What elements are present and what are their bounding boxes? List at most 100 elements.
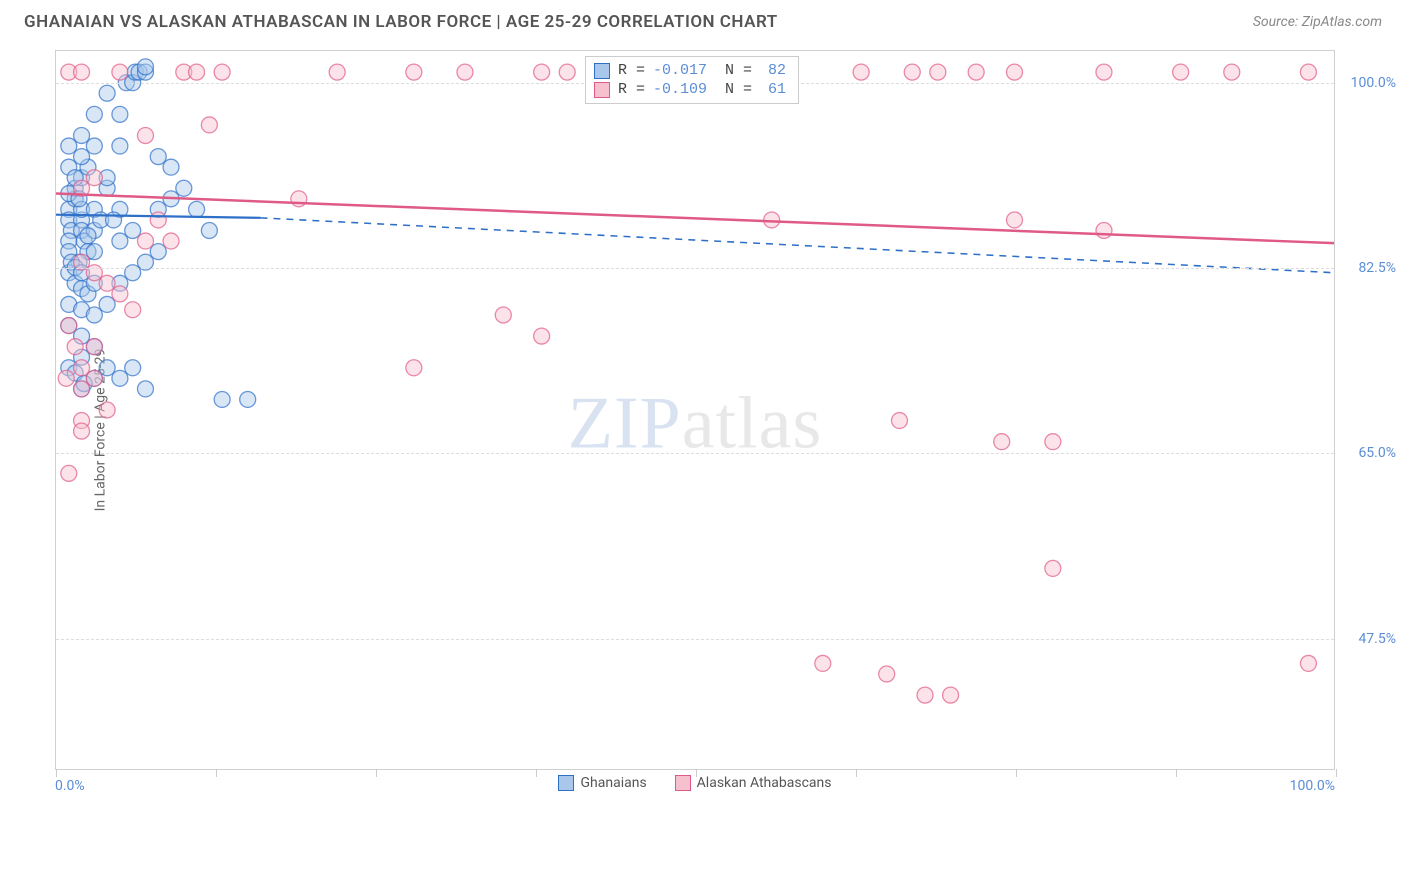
data-point — [125, 360, 141, 376]
data-point — [137, 381, 153, 397]
data-point — [1045, 560, 1061, 576]
data-point — [99, 360, 115, 376]
gridline — [56, 268, 1334, 269]
data-point — [74, 64, 90, 80]
data-point — [99, 85, 115, 101]
data-point — [112, 106, 128, 122]
data-point — [163, 159, 179, 175]
data-point — [406, 64, 422, 80]
data-point — [106, 212, 122, 228]
data-point — [74, 423, 90, 439]
data-point — [137, 233, 153, 249]
data-point — [457, 64, 473, 80]
data-point — [406, 360, 422, 376]
data-point — [112, 370, 128, 386]
y-tick-label: 65.0% — [1340, 445, 1396, 461]
data-point — [86, 244, 102, 260]
data-point — [534, 328, 550, 344]
data-point — [1224, 64, 1240, 80]
data-point — [125, 223, 141, 239]
data-point — [559, 64, 575, 80]
data-point — [495, 307, 511, 323]
legend-swatch — [594, 63, 610, 79]
correlation-legend-row: R =-0.017N =82 — [594, 61, 786, 80]
data-point — [99, 296, 115, 312]
correlation-legend-row: R =-0.109N =61 — [594, 80, 786, 99]
gridline — [56, 639, 1334, 640]
series-legend-item: Alaskan Athabascans — [675, 775, 832, 791]
data-point — [534, 64, 550, 80]
data-point — [86, 170, 102, 186]
y-tick-label: 100.0% — [1340, 75, 1396, 91]
y-tick-label: 82.5% — [1340, 260, 1396, 276]
data-point — [99, 402, 115, 418]
data-point — [1096, 64, 1112, 80]
data-point — [891, 413, 907, 429]
series-legend: Ghanaians Alaskan Athabascans — [55, 775, 1335, 791]
data-point — [80, 228, 96, 244]
data-point — [1045, 434, 1061, 450]
data-point — [86, 106, 102, 122]
series-legend-label: Ghanaians — [580, 775, 646, 791]
data-point — [61, 318, 77, 334]
plot-area: ZIPatlas 47.5%65.0%82.5%100.0% — [55, 50, 1335, 770]
data-point — [112, 286, 128, 302]
data-point — [125, 302, 141, 318]
chart-area: In Labor Force | Age 25-29 ZIPatlas 47.5… — [55, 50, 1375, 810]
series-legend-item: Ghanaians — [558, 775, 646, 791]
data-point — [150, 212, 166, 228]
data-point — [86, 339, 102, 355]
data-point — [1007, 64, 1023, 80]
data-point — [917, 687, 933, 703]
data-point — [86, 370, 102, 386]
correlation-legend: R =-0.017N =82R =-0.109N =61 — [585, 56, 799, 104]
data-point — [968, 64, 984, 80]
data-point — [74, 360, 90, 376]
data-point — [61, 138, 77, 154]
data-point — [329, 64, 345, 80]
data-point — [67, 339, 83, 355]
data-point — [214, 391, 230, 407]
data-point — [137, 127, 153, 143]
legend-swatch — [675, 775, 691, 791]
data-point — [61, 465, 77, 481]
data-point — [1300, 655, 1316, 671]
data-point — [163, 233, 179, 249]
trend-line-extrapolated — [260, 218, 1334, 273]
data-point — [74, 127, 90, 143]
data-point — [189, 64, 205, 80]
data-point — [240, 391, 256, 407]
data-point — [214, 64, 230, 80]
data-point — [86, 307, 102, 323]
source-attribution: Source: ZipAtlas.com — [1253, 14, 1382, 30]
data-point — [201, 223, 217, 239]
data-point — [189, 201, 205, 217]
data-point — [853, 64, 869, 80]
data-point — [1300, 64, 1316, 80]
data-point — [112, 138, 128, 154]
data-point — [1173, 64, 1189, 80]
y-tick-label: 47.5% — [1340, 631, 1396, 647]
data-point — [904, 64, 920, 80]
data-point — [137, 59, 153, 75]
data-point — [201, 117, 217, 133]
x-tick — [1336, 769, 1337, 777]
legend-swatch — [558, 775, 574, 791]
data-point — [994, 434, 1010, 450]
data-point — [74, 149, 90, 165]
data-point — [99, 275, 115, 291]
data-point — [112, 233, 128, 249]
data-point — [112, 64, 128, 80]
data-point — [86, 138, 102, 154]
data-point — [930, 64, 946, 80]
gridline — [56, 453, 1334, 454]
data-point — [815, 655, 831, 671]
data-point — [879, 666, 895, 682]
data-point — [58, 370, 74, 386]
data-point — [150, 149, 166, 165]
data-point — [1096, 223, 1112, 239]
chart-title: GHANAIAN VS ALASKAN ATHABASCAN IN LABOR … — [24, 12, 778, 32]
data-point — [150, 244, 166, 260]
legend-swatch — [594, 82, 610, 98]
data-point — [1007, 212, 1023, 228]
